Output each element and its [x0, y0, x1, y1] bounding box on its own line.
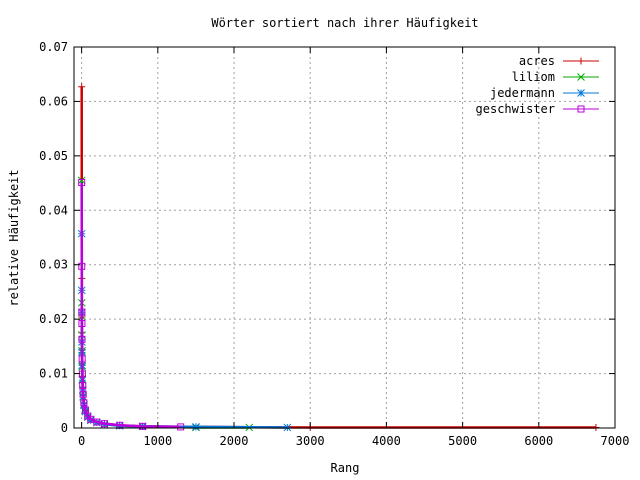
data-point: [592, 423, 600, 431]
legend-marker-liliom: [577, 73, 585, 81]
y-tick-label: 0.04: [39, 203, 68, 217]
data-point: [78, 308, 86, 316]
y-axis-label: relative Häufigkeit: [7, 169, 21, 306]
data-point: [80, 399, 88, 407]
x-tick-label: 5000: [448, 434, 477, 448]
data-point: [78, 335, 86, 343]
y-tick-label: 0.07: [39, 40, 68, 54]
data-point: [283, 423, 292, 432]
legend-label-jedermann: jedermann: [490, 86, 555, 100]
x-tick-label: 7000: [601, 434, 630, 448]
data-point: [139, 422, 147, 430]
data-point: [79, 390, 87, 398]
legend-label-liliom: liliom: [512, 70, 555, 84]
y-tick-label: 0: [61, 421, 68, 435]
legend-marker-acres: [577, 57, 585, 65]
data-point: [93, 418, 101, 426]
data-point: [78, 83, 86, 91]
data-point: [78, 355, 86, 363]
x-tick-label: 0: [78, 434, 85, 448]
plot-frame: [73, 46, 616, 429]
data-point: [192, 423, 200, 431]
data-point: [100, 420, 108, 428]
y-tick-label: 0.02: [39, 312, 68, 326]
ticks: 0 0.01 0.02 0.03 0.04 0.05 0.06 0.07 0 1000 2000 30…: [39, 40, 629, 448]
x-tick-label: 2000: [220, 434, 249, 448]
legend-marker-jedermann: [577, 89, 585, 97]
legend-label-acres: acres: [519, 54, 555, 68]
x-tick-label: 1000: [143, 434, 172, 448]
data-point: [78, 319, 86, 327]
y-tick-label: 0.03: [39, 258, 68, 272]
series-layer: [77, 83, 600, 432]
grid: [74, 47, 615, 428]
data-point: [177, 423, 185, 431]
data-point: [77, 176, 86, 185]
y-tick-label: 0.06: [39, 94, 68, 108]
x-tick-label: 3000: [296, 434, 325, 448]
series-geschwister: [78, 179, 185, 431]
x-tick-label: 4000: [372, 434, 401, 448]
legend-label-geschwister: geschwister: [476, 102, 555, 116]
y-tick-label: 0.05: [39, 149, 68, 163]
x-axis-label: Rang: [331, 461, 360, 475]
data-point: [78, 179, 86, 187]
chart-title: Wörter sortiert nach ihrer Häufigkeit: [211, 16, 478, 30]
x-tick-label: 6000: [524, 434, 553, 448]
data-point: [79, 382, 87, 390]
y-tick-label: 0.01: [39, 367, 68, 381]
legend: acres liliom jedermann geschwister: [476, 54, 599, 116]
data-point: [78, 262, 86, 270]
data-point: [78, 370, 86, 378]
legend-marker-geschwister: [577, 105, 585, 113]
